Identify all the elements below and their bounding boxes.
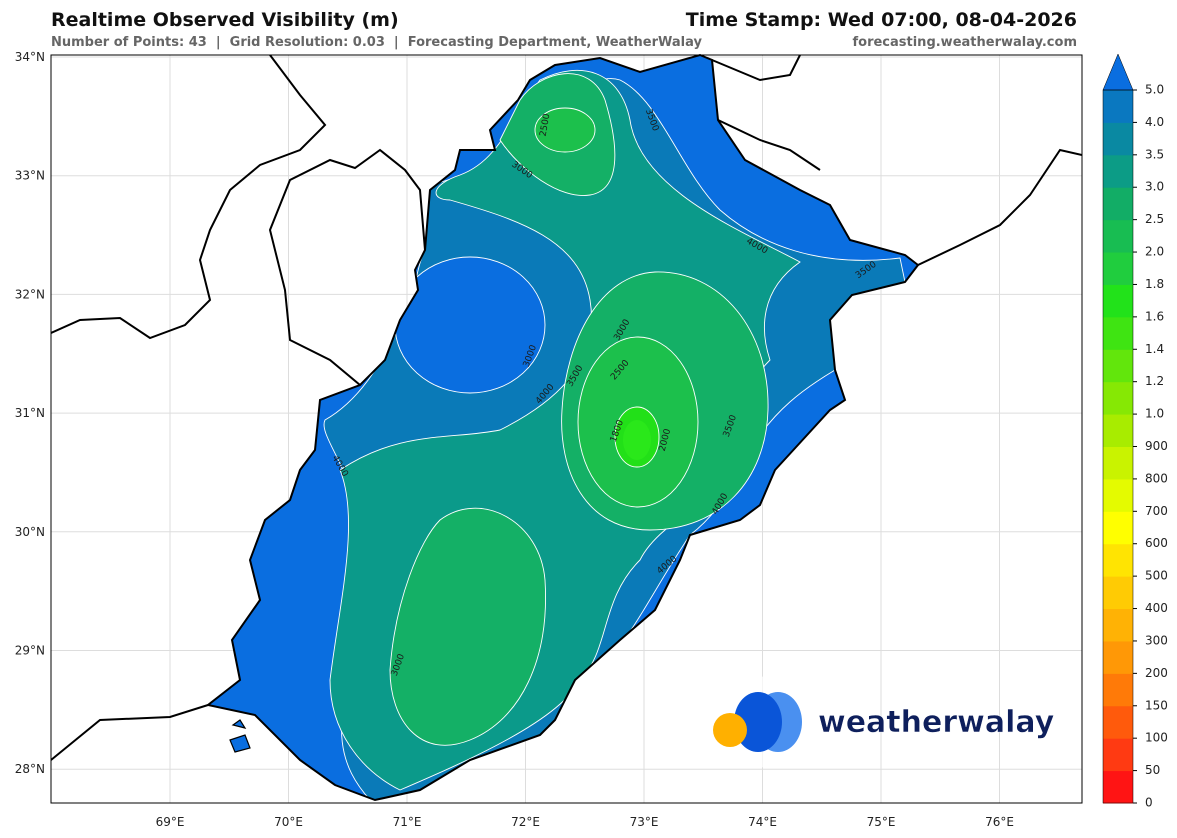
timestamp: Time Stamp: Wed 07:00, 08-04-2026 bbox=[686, 9, 1077, 31]
border bbox=[711, 55, 801, 82]
colorbar-label: 150 bbox=[1145, 698, 1168, 712]
colorbar-label: 3.5 bbox=[1145, 147, 1164, 161]
colorbar-label: 1.6 bbox=[1145, 309, 1164, 323]
colorbar-label: 900 bbox=[1145, 439, 1168, 453]
colorbar-label: 500 bbox=[1145, 569, 1168, 583]
border bbox=[717, 119, 821, 171]
colorbar-band bbox=[1103, 414, 1133, 447]
colorbar-band bbox=[1103, 705, 1133, 739]
colorbar-extend bbox=[1102, 53, 1134, 91]
band-2500-3000 bbox=[389, 507, 546, 746]
lat-label: 31°N bbox=[15, 406, 45, 420]
logo-shape bbox=[734, 692, 782, 752]
colorbar-band bbox=[1103, 219, 1133, 253]
title: Realtime Observed Visibility (m) bbox=[51, 9, 399, 31]
logo-text: weatherwalay bbox=[818, 705, 1055, 740]
colorbar-label: 700 bbox=[1145, 504, 1168, 518]
colorbar-band bbox=[1103, 543, 1133, 577]
colorbar-band bbox=[1103, 511, 1133, 545]
colorbar: 0 50 100 150 200 300 400 500 600 700 800 900 1.0 1.2 1… bbox=[1102, 53, 1168, 810]
colorbar-band bbox=[1103, 316, 1133, 350]
colorbar-label: 600 bbox=[1145, 536, 1168, 550]
colorbar-label: 800 bbox=[1145, 471, 1168, 485]
border bbox=[917, 148, 1082, 266]
colorbar-band bbox=[1103, 252, 1133, 285]
lon-label: 75°E bbox=[867, 815, 896, 829]
colorbar-label: 5.0 bbox=[1145, 83, 1164, 97]
border bbox=[51, 55, 327, 340]
band-above-4000 bbox=[394, 256, 546, 394]
colorbar-band bbox=[1103, 640, 1133, 674]
colorbar-label: 300 bbox=[1145, 633, 1168, 647]
colorbar-label: 50 bbox=[1145, 763, 1160, 777]
lat-label: 34°N bbox=[15, 50, 45, 64]
lon-label: 70°E bbox=[274, 815, 303, 829]
colorbar-band bbox=[1103, 478, 1133, 512]
band-2000-2500 bbox=[534, 107, 596, 153]
lon-label: 73°E bbox=[630, 815, 659, 829]
lon-label: 69°E bbox=[156, 815, 185, 829]
colorbar-band bbox=[1103, 608, 1133, 642]
colorbar-label: 200 bbox=[1145, 666, 1168, 680]
colorbar-label: 4.0 bbox=[1145, 115, 1164, 129]
colorbar-band bbox=[1103, 673, 1133, 707]
colorbar-label: 400 bbox=[1145, 601, 1168, 615]
contour-label: 2500 bbox=[539, 113, 553, 138]
lat-label: 28°N bbox=[15, 762, 45, 776]
colorbar-band bbox=[1103, 122, 1133, 156]
colorbar-label: 0 bbox=[1145, 796, 1153, 810]
lon-label: 74°E bbox=[748, 815, 777, 829]
island bbox=[229, 719, 251, 753]
colorbar-band bbox=[1103, 284, 1133, 318]
colorbar-band bbox=[1103, 446, 1133, 480]
band-below-1800 bbox=[623, 420, 651, 460]
lat-label: 33°N bbox=[15, 169, 45, 183]
colorbar-band bbox=[1103, 576, 1133, 610]
lat-label: 30°N bbox=[15, 525, 45, 539]
colorbar-label: 2.0 bbox=[1145, 245, 1164, 259]
colorbar-label: 100 bbox=[1145, 731, 1168, 745]
colorbar-band bbox=[1103, 349, 1133, 383]
colorbar-band bbox=[1103, 90, 1133, 123]
contour-fill bbox=[208, 55, 918, 800]
border bbox=[51, 704, 209, 761]
website: forecasting.weatherwalay.com bbox=[852, 35, 1077, 50]
colorbar-label: 1.2 bbox=[1145, 374, 1164, 388]
colorbar-band bbox=[1103, 381, 1133, 415]
colorbar-label: 1.0 bbox=[1145, 407, 1164, 421]
border bbox=[268, 148, 426, 386]
lon-label: 71°E bbox=[393, 815, 422, 829]
subtitle: Number of Points: 43 | Grid Resolution: … bbox=[51, 35, 702, 50]
colorbar-label: 3.0 bbox=[1145, 180, 1164, 194]
logo-shape bbox=[713, 713, 747, 747]
lat-label: 29°N bbox=[15, 644, 45, 658]
lon-label: 76°E bbox=[985, 815, 1014, 829]
colorbar-band bbox=[1103, 738, 1133, 772]
colorbar-band bbox=[1103, 154, 1133, 188]
colorbar-label: 1.4 bbox=[1145, 342, 1164, 356]
colorbar-label: 2.5 bbox=[1145, 212, 1164, 226]
colorbar-band bbox=[1103, 770, 1133, 804]
logo: weatherwalay bbox=[709, 676, 1055, 768]
lat-label: 32°N bbox=[15, 287, 45, 301]
map-frame bbox=[50, 54, 1083, 804]
colorbar-band bbox=[1103, 187, 1133, 221]
colorbar-label: 1.8 bbox=[1145, 277, 1164, 291]
lon-label: 72°E bbox=[511, 815, 540, 829]
